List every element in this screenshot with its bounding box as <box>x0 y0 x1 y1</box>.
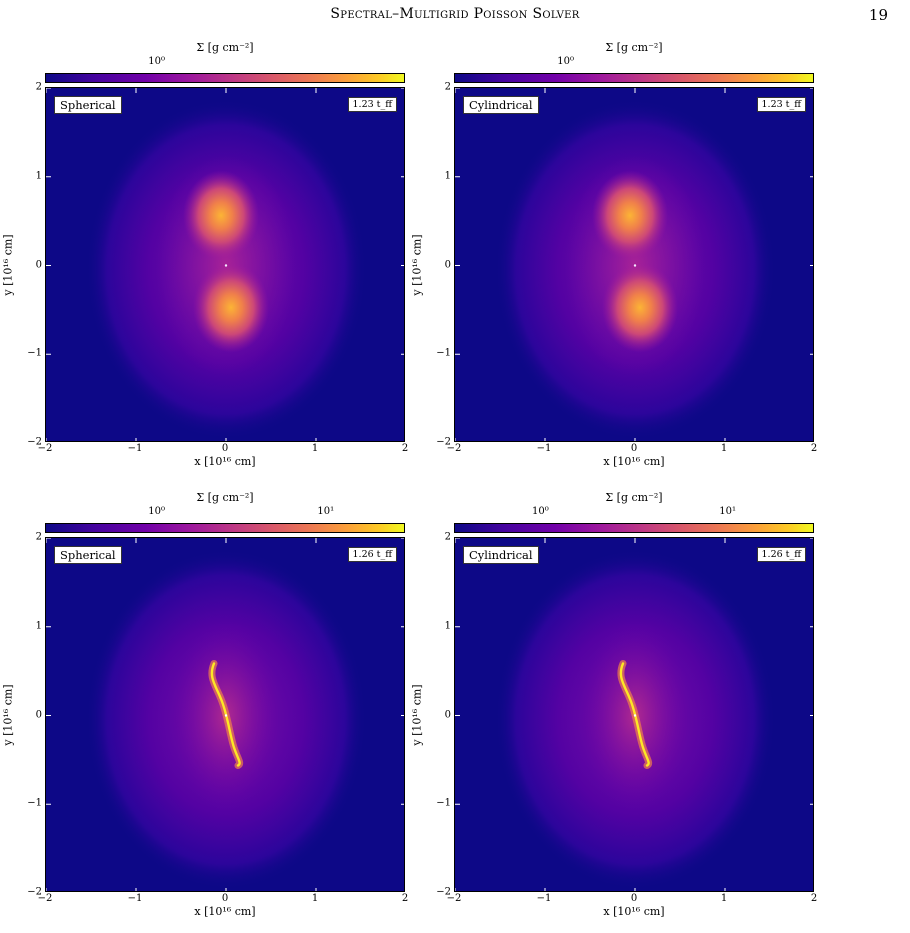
colorbar-title: Σ [g cm⁻²] <box>196 491 254 504</box>
y-tick-label: −2 <box>436 436 451 448</box>
y-tick-label: −1 <box>27 797 42 809</box>
y-tick-label: −2 <box>27 886 42 898</box>
colorbar-tick-label: 10⁰ <box>148 506 165 517</box>
colorbar <box>45 523 405 533</box>
colorbar-tick-label: 10⁰ <box>148 56 165 67</box>
x-axis-label: x [10¹⁶ cm] <box>603 905 665 918</box>
x-tick-label: −1 <box>127 443 143 454</box>
x-tick-label: 2 <box>810 893 818 904</box>
colorbar-title: Σ [g cm⁻²] <box>196 41 254 54</box>
x-tick-label: 0 <box>221 443 229 454</box>
y-tick-label: 0 <box>35 259 42 270</box>
density-image <box>455 538 813 891</box>
y-tick-label: −2 <box>436 886 451 898</box>
density-image <box>46 88 404 441</box>
central-point <box>633 264 637 267</box>
x-tick-label: 0 <box>630 443 638 454</box>
colorbar-tick-label: 10¹ <box>317 506 335 517</box>
lower-density-lobe <box>193 262 269 353</box>
x-tick-label: 1 <box>720 443 728 454</box>
time-label: 1.26 t_ff <box>347 547 397 562</box>
x-tick-label: −1 <box>536 443 552 454</box>
upper-density-lobe <box>592 170 668 261</box>
colorbar-title: Σ [g cm⁻²] <box>605 41 663 54</box>
x-axis-label: x [10¹⁶ cm] <box>194 455 256 468</box>
density-map: Spherical 1.23 t_ff <box>45 87 405 442</box>
panel-label: Spherical <box>54 96 122 114</box>
y-axis-label: y [10¹⁶ cm] <box>410 683 424 746</box>
y-tick-label: 2 <box>444 531 451 543</box>
y-tick-label: 2 <box>35 81 42 93</box>
density-image <box>455 88 813 441</box>
colorbar <box>454 523 814 533</box>
colorbar <box>454 73 814 83</box>
x-tick-label: 0 <box>630 893 638 904</box>
density-map: Spherical 1.26 t_ff <box>45 537 405 892</box>
panel-1: Σ [g cm⁻²] 10⁰ Spherical 1.23 t_ff −2 −1 0 1 2 2 1… <box>0 41 420 468</box>
colorbar-tick-label: 10⁰ <box>557 56 574 67</box>
x-tick-label: 1 <box>311 893 319 904</box>
running-title: Spectral–Multigrid Poisson Solver <box>330 6 580 22</box>
panel-3: Σ [g cm⁻²] 10⁰ 10¹ Spherical 1.26 t_ff −2 −1 0 1… <box>0 491 420 918</box>
x-tick-label: 1 <box>720 893 728 904</box>
y-tick-label: −1 <box>436 347 451 359</box>
x-tick-label: 0 <box>221 893 229 904</box>
y-tick-label: 0 <box>35 709 42 720</box>
y-tick-label: 1 <box>444 620 451 632</box>
panel-label: Cylindrical <box>463 96 539 114</box>
running-head: Spectral–Multigrid Poisson Solver 19 <box>0 6 910 30</box>
y-axis-label: y [10¹⁶ cm] <box>1 233 15 296</box>
time-label: 1.23 t_ff <box>347 97 397 112</box>
y-tick-label: −1 <box>436 797 451 809</box>
colorbar <box>45 73 405 83</box>
panel-4: Σ [g cm⁻²] 10⁰ 10¹ Cylindrical 1.26 t_ff −2 −1… <box>409 491 829 918</box>
lower-density-lobe <box>602 262 678 353</box>
time-label: 1.26 t_ff <box>756 547 806 562</box>
x-tick-label: −2 <box>37 443 53 454</box>
x-tick-label: 2 <box>401 443 409 454</box>
x-tick-label: −2 <box>37 893 53 904</box>
y-tick-label: 1 <box>35 170 42 182</box>
y-tick-label: 2 <box>35 531 42 543</box>
density-map: Cylindrical 1.26 t_ff <box>454 537 814 892</box>
y-tick-label: 1 <box>35 620 42 632</box>
density-map: Cylindrical 1.23 t_ff <box>454 87 814 442</box>
y-axis-label: y [10¹⁶ cm] <box>1 683 15 746</box>
x-axis-label: x [10¹⁶ cm] <box>194 905 256 918</box>
x-tick-label: −2 <box>446 893 462 904</box>
filament-core <box>210 662 241 767</box>
x-tick-label: 2 <box>810 443 818 454</box>
filament-core <box>619 662 650 767</box>
upper-density-lobe <box>183 170 259 261</box>
colorbar-tick-label: 10¹ <box>719 506 736 517</box>
page-number: 19 <box>868 6 888 24</box>
y-tick-label: −1 <box>27 347 42 359</box>
x-tick-label: −2 <box>446 443 462 454</box>
panel-label: Spherical <box>54 546 122 564</box>
central-point <box>224 264 228 267</box>
density-image <box>46 538 404 891</box>
y-axis-label: y [10¹⁶ cm] <box>410 233 424 296</box>
x-tick-label: −1 <box>127 893 143 904</box>
colorbar-title: Σ [g cm⁻²] <box>605 491 663 504</box>
y-tick-label: 2 <box>444 81 451 93</box>
y-tick-label: 1 <box>444 170 451 182</box>
y-tick-label: 0 <box>444 709 451 720</box>
x-tick-label: −1 <box>536 893 552 904</box>
panel-label: Cylindrical <box>463 546 539 564</box>
x-tick-label: 2 <box>401 893 409 904</box>
central-point <box>224 714 228 717</box>
panel-2: Σ [g cm⁻²] 10⁰ Cylindrical 1.23 t_ff −2 −1 0 1 2… <box>409 41 829 468</box>
central-point <box>633 714 637 717</box>
y-tick-label: −2 <box>27 436 42 448</box>
x-tick-label: 1 <box>311 443 319 454</box>
time-label: 1.23 t_ff <box>756 97 806 112</box>
colorbar-tick-label: 10⁰ <box>532 506 549 517</box>
y-tick-label: 0 <box>444 259 451 270</box>
x-axis-label: x [10¹⁶ cm] <box>603 455 665 468</box>
